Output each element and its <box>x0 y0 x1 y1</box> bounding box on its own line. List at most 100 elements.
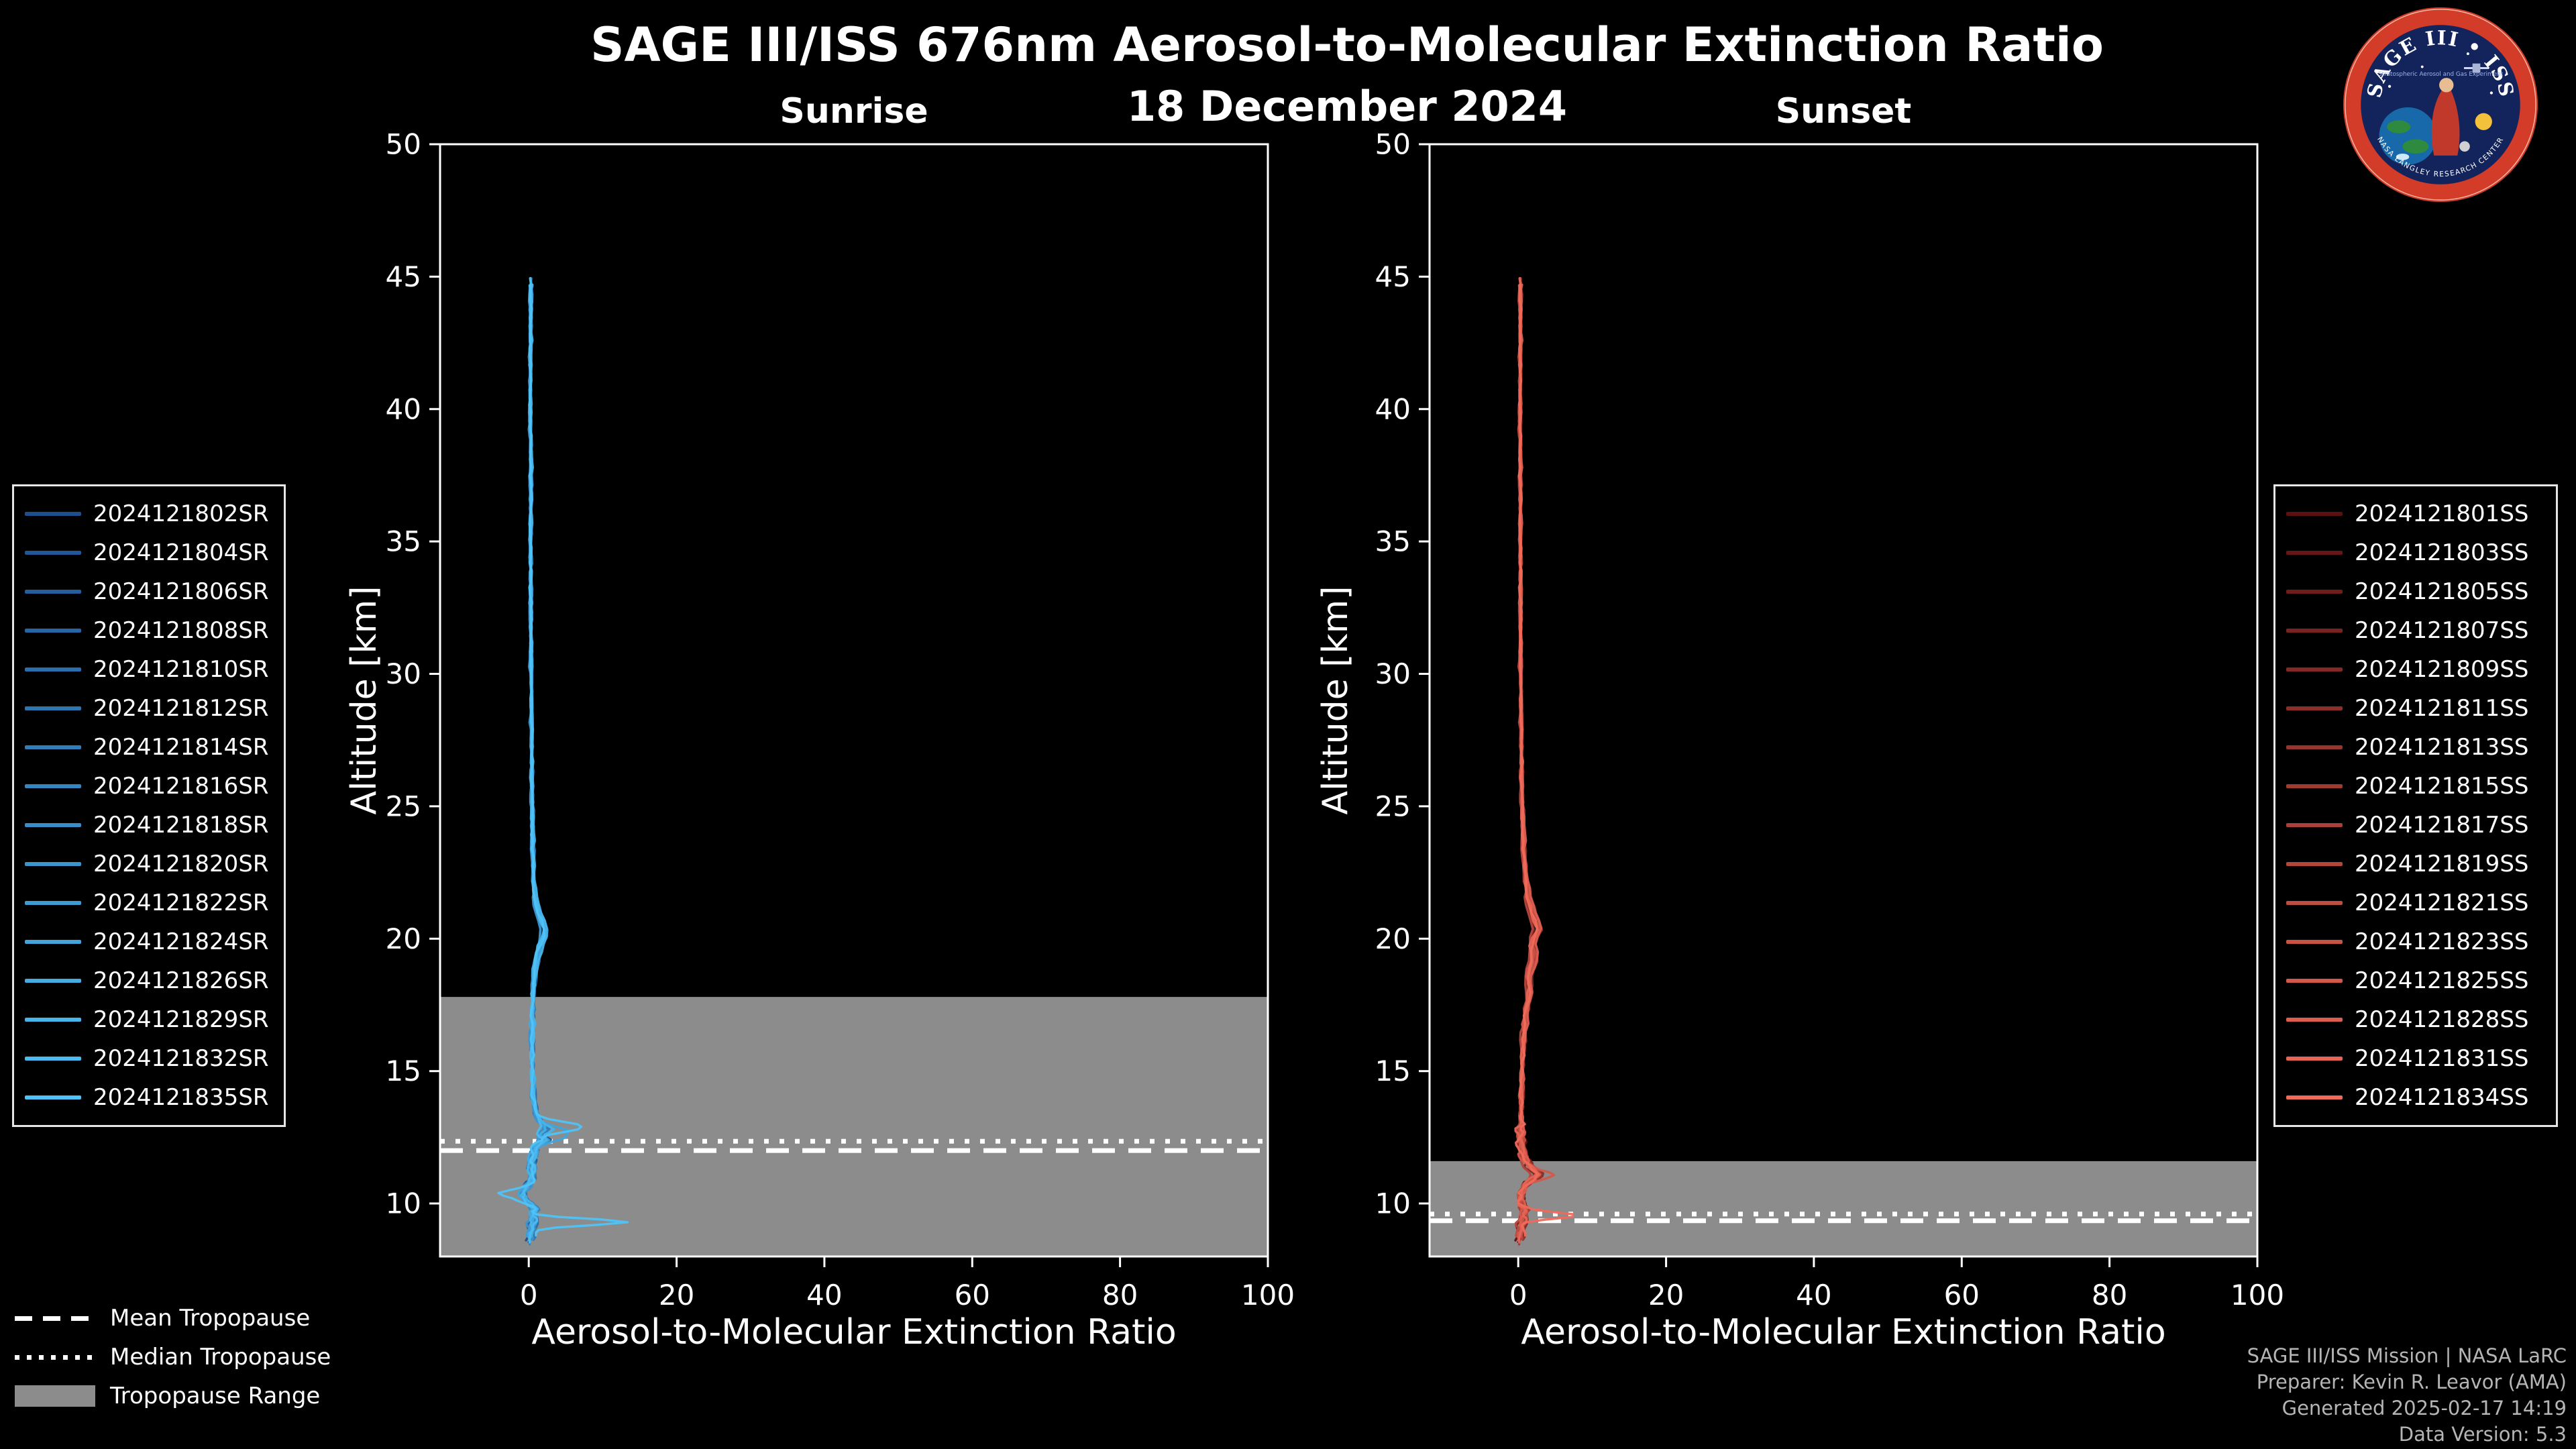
legend-item: 2024121834SS <box>2286 1078 2545 1117</box>
legend-event-label: 2024121805SS <box>2355 578 2529 605</box>
legend-item: 2024121831SS <box>2286 1039 2545 1078</box>
sage-iii-iss-logo: SAGE III • ISS Stratospheric Aerosol and… <box>2343 7 2538 203</box>
y-tick-label: 50 <box>1375 128 1411 161</box>
x-tick-label: 0 <box>520 1279 538 1311</box>
tropopause-range-band <box>440 997 1268 1256</box>
legend-event-label: 2024121817SS <box>2355 812 2529 839</box>
median-tropopause-line-sample <box>15 1354 95 1360</box>
sunrise-panel-title: Sunrise <box>780 91 928 131</box>
tropopause-range-label: Tropopause Range <box>110 1383 321 1409</box>
legend-line-swatch <box>25 1095 81 1099</box>
legend-item: 2024121802SR <box>25 494 273 533</box>
legend-line-swatch <box>25 551 81 555</box>
x-tick-label: 0 <box>1509 1279 1527 1311</box>
y-tick-label: 35 <box>386 525 421 558</box>
legend-event-label: 2024121818SR <box>93 812 269 839</box>
legend-line-swatch <box>2286 667 2343 672</box>
tropopause-range-band <box>1430 1161 2257 1256</box>
legend-item: 2024121829SR <box>25 1000 273 1039</box>
legend-line-swatch <box>2286 862 2343 866</box>
mean-tropopause-label: Mean Tropopause <box>110 1305 311 1332</box>
logo-star <box>2489 91 2493 95</box>
tropopause-range-legend-item: Tropopause Range <box>15 1383 331 1409</box>
y-tick-label: 40 <box>1375 392 1411 425</box>
sunrise-plot: 10 15 20 25 30 35 40 45 50 0 20 40 60 80 100 <box>386 128 1295 1312</box>
credit-mission: SAGE III/ISS Mission | NASA LaRC <box>2247 1344 2567 1367</box>
median-tropopause-legend-item: Median Tropopause <box>15 1344 331 1371</box>
sunset-y-axis-label: Altitude [km] <box>1316 586 1356 815</box>
legend-event-label: 2024121815SS <box>2355 773 2529 800</box>
legend-item: 2024121817SS <box>2286 806 2545 845</box>
moon-icon <box>2459 141 2470 152</box>
y-tick-label: 25 <box>386 790 421 822</box>
legend-line-swatch <box>25 784 81 788</box>
x-tick-label: 100 <box>2231 1279 2284 1311</box>
sunset-panel-title: Sunset <box>1775 91 1912 131</box>
legend-event-label: 2024121826SR <box>93 967 269 994</box>
legend-line-swatch <box>25 512 81 516</box>
legend-line-swatch <box>2286 1095 2343 1099</box>
legend-item: 2024121805SS <box>2286 572 2545 611</box>
tropopause-legend: Mean Tropopause Median Tropopause Tropop… <box>15 1305 331 1424</box>
legend-line-swatch <box>2286 1018 2343 1022</box>
legend-item: 2024121825SS <box>2286 961 2545 1000</box>
x-tick-label: 60 <box>1944 1279 1980 1311</box>
legend-event-label: 2024121822SR <box>93 890 269 916</box>
legend-item: 2024121828SS <box>2286 1000 2545 1039</box>
logo-subtitle: Stratospheric Aerosol and Gas Experiment <box>2378 71 2503 78</box>
credit-generated: Generated 2025-02-17 14:19 <box>2282 1397 2567 1419</box>
earth-icon <box>2379 107 2437 165</box>
legend-line-swatch <box>25 667 81 672</box>
y-tick-label: 20 <box>1375 922 1411 955</box>
legend-event-label: 2024121808SR <box>93 617 269 644</box>
y-tick-label: 10 <box>1375 1187 1411 1220</box>
legend-event-label: 2024121802SR <box>93 500 269 527</box>
y-tick-label: 30 <box>386 657 421 690</box>
legend-event-label: 2024121812SR <box>93 695 269 722</box>
logo-star <box>2387 85 2392 88</box>
legend-line-swatch <box>2286 706 2343 710</box>
sunset-plot: 10 15 20 25 30 35 40 45 50 0 20 40 60 80 100 <box>1375 128 2285 1312</box>
legend-event-label: 2024121821SS <box>2355 890 2529 916</box>
legend-event-label: 2024121816SR <box>93 773 269 800</box>
legend-item: 2024121803SS <box>2286 533 2545 572</box>
x-tick-label: 80 <box>1102 1279 1138 1311</box>
legend-event-label: 2024121801SS <box>2355 500 2529 527</box>
legend-event-label: 2024121820SR <box>93 851 269 877</box>
legend-event-label: 2024121825SS <box>2355 967 2529 994</box>
credit-preparer: Preparer: Kevin R. Leavor (AMA) <box>2256 1371 2567 1393</box>
legend-line-swatch <box>25 1057 81 1061</box>
legend-item: 2024121818SR <box>25 806 273 845</box>
legend-event-label: 2024121811SS <box>2355 695 2529 722</box>
legend-line-swatch <box>2286 590 2343 594</box>
mean-tropopause-line-sample <box>15 1316 95 1321</box>
legend-line-swatch <box>25 979 81 983</box>
sunrise-y-axis-label: Altitude [km] <box>344 586 384 815</box>
legend-line-swatch <box>25 745 81 749</box>
legend-event-label: 2024121806SR <box>93 578 269 605</box>
y-tick-label: 15 <box>386 1055 421 1087</box>
y-tick-label: 45 <box>1375 260 1411 293</box>
legend-line-swatch <box>2286 551 2343 555</box>
legend-item: 2024121810SR <box>25 650 273 689</box>
legend-line-swatch <box>25 823 81 827</box>
y-tick-label: 50 <box>386 128 421 161</box>
legend-line-swatch <box>25 901 81 905</box>
sun-icon <box>2475 113 2492 130</box>
legend-item: 2024121835SR <box>25 1078 273 1117</box>
mean-tropopause-legend-item: Mean Tropopause <box>15 1305 331 1332</box>
profile-line-2024121835SR <box>497 283 629 1237</box>
y-tick-label: 40 <box>386 392 421 425</box>
legend-item: 2024121819SS <box>2286 845 2545 883</box>
legend-item: 2024121826SR <box>25 961 273 1000</box>
legend-event-label: 2024121824SR <box>93 928 269 955</box>
legend-event-label: 2024121813SS <box>2355 734 2529 761</box>
legend-event-label: 2024121809SS <box>2355 656 2529 683</box>
legend-event-label: 2024121804SR <box>93 539 269 566</box>
legend-line-swatch <box>2286 1057 2343 1061</box>
legend-item: 2024121808SR <box>25 611 273 650</box>
x-tick-label: 20 <box>1648 1279 1684 1311</box>
profile-line-2024121834SS <box>1514 283 1574 1237</box>
legend-line-swatch <box>2286 979 2343 983</box>
